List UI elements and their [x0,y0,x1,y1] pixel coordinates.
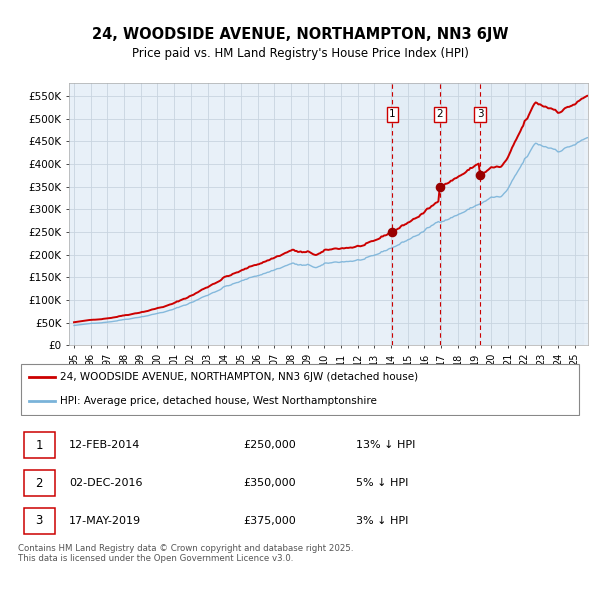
Text: 1: 1 [389,109,396,119]
Text: Price paid vs. HM Land Registry's House Price Index (HPI): Price paid vs. HM Land Registry's House … [131,47,469,60]
Bar [392,83,583,345]
Text: 2: 2 [35,477,43,490]
Text: 3% ↓ HPI: 3% ↓ HPI [356,516,409,526]
Text: 24, WOODSIDE AVENUE, NORTHAMPTON, NN3 6JW: 24, WOODSIDE AVENUE, NORTHAMPTON, NN3 6J… [92,27,508,41]
FancyBboxPatch shape [23,432,55,458]
FancyBboxPatch shape [23,470,55,496]
Text: 17-MAY-2019: 17-MAY-2019 [69,516,141,526]
Text: 5% ↓ HPI: 5% ↓ HPI [356,478,409,488]
Text: 24, WOODSIDE AVENUE, NORTHAMPTON, NN3 6JW (detached house): 24, WOODSIDE AVENUE, NORTHAMPTON, NN3 6J… [60,372,418,382]
Text: Contains HM Land Registry data © Crown copyright and database right 2025.
This d: Contains HM Land Registry data © Crown c… [18,544,353,563]
Text: 02-DEC-2016: 02-DEC-2016 [69,478,142,488]
Point [435,182,445,191]
Text: £250,000: £250,000 [244,441,296,450]
FancyBboxPatch shape [23,508,55,534]
Text: 2: 2 [436,109,443,119]
Point [388,227,397,237]
Text: £350,000: £350,000 [244,478,296,488]
Text: HPI: Average price, detached house, West Northamptonshire: HPI: Average price, detached house, West… [60,396,377,406]
Text: £375,000: £375,000 [244,516,296,526]
Text: 1: 1 [35,439,43,452]
FancyBboxPatch shape [21,364,579,415]
Text: 13% ↓ HPI: 13% ↓ HPI [356,441,416,450]
Point [475,171,485,180]
Text: 3: 3 [477,109,484,119]
Text: 3: 3 [35,514,43,527]
Text: 12-FEB-2014: 12-FEB-2014 [69,441,140,450]
